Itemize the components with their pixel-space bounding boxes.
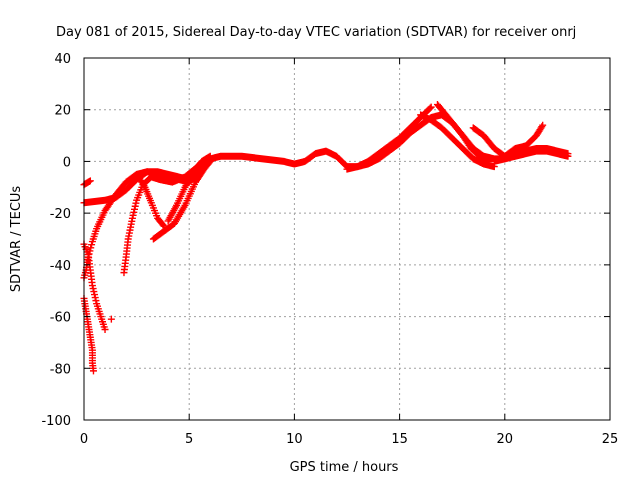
data-marker	[135, 173, 168, 230]
grid-lines	[84, 58, 610, 420]
x-axis-label: GPS time / hours	[290, 460, 399, 475]
series-track-9	[149, 155, 216, 243]
y-tick-label: 20	[54, 104, 71, 119]
axis-ticks: 0 5 10 15 20 25 -100 -80 -60 -40 -20 0 20 40	[41, 52, 618, 447]
series-track-16	[490, 145, 572, 165]
plot-border	[83, 57, 611, 421]
y-tick-label: -100	[41, 414, 71, 429]
y-tick-label: -80	[50, 362, 71, 377]
x-tick-label: 20	[497, 432, 514, 447]
data-points	[80, 101, 572, 375]
data-marker	[417, 111, 498, 171]
y-tick-label: -40	[50, 259, 71, 274]
data-marker	[433, 101, 492, 165]
series-track-1	[80, 177, 94, 189]
data-marker	[164, 152, 214, 225]
x-tick-label: 15	[391, 432, 408, 447]
x-tick-label: 0	[80, 432, 88, 447]
x-tick-label: 25	[602, 432, 619, 447]
x-tick-label: 5	[185, 432, 193, 447]
data-marker	[80, 177, 94, 189]
data-marker	[107, 315, 115, 323]
y-tick-label: 0	[63, 155, 71, 170]
series-track-13	[417, 111, 498, 171]
y-axis-label: SDTVAR / TECUs	[9, 186, 24, 293]
series-track-8	[135, 173, 168, 230]
series-track-10	[164, 152, 214, 225]
series-track-7	[107, 315, 115, 323]
series-track-14	[433, 101, 492, 165]
chart-title: Day 081 of 2015, Sidereal Day-to-day VTE…	[56, 25, 576, 40]
y-tick-label: -20	[50, 207, 71, 222]
x-tick-label: 10	[286, 432, 303, 447]
data-marker	[490, 145, 572, 165]
y-tick-label: 40	[54, 52, 71, 67]
y-tick-label: -60	[50, 311, 71, 326]
data-marker	[149, 155, 216, 243]
